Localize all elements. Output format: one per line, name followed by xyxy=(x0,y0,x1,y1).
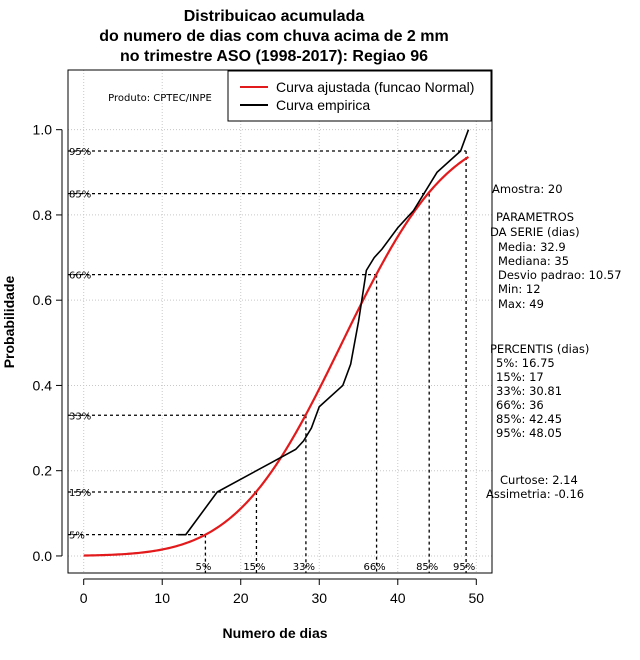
x-tick-label: 0 xyxy=(80,590,88,606)
percentile-y-label: 15% xyxy=(69,488,91,499)
percentis-heading: PERCENTIS (dias) xyxy=(490,342,589,356)
percentile-y-label: 85% xyxy=(69,190,91,201)
chart-title-line-3: no trimestre ASO (1998-2017): Regiao 96 xyxy=(120,48,428,65)
producer-label: Produto: CPTEC/INPE xyxy=(108,93,212,104)
y-tick-label: 0.8 xyxy=(33,207,53,223)
percentile-x-label: 33% xyxy=(293,562,315,573)
percentil-33: 33%: 30.81 xyxy=(496,384,562,398)
percentil-85: 85%: 42.45 xyxy=(496,412,562,426)
legend-label-empirical: Curva empirica xyxy=(276,97,370,113)
gridlines xyxy=(68,70,492,573)
stat-skewness: Assimetria: -0.16 xyxy=(486,487,584,501)
y-tick-label: 0.4 xyxy=(33,377,53,393)
y-tick-label: 0.0 xyxy=(33,548,53,564)
sample-size: Amostra: 20 xyxy=(492,182,563,196)
chart-title-line-2: do numero de dias com chuva acima de 2 m… xyxy=(99,28,448,45)
x-tick-label: 50 xyxy=(469,590,485,606)
percentile-x-label: 15% xyxy=(243,562,265,573)
percentile-y-label: 5% xyxy=(69,531,85,542)
fitted-normal-curve xyxy=(83,155,470,557)
percentile-x-label: 66% xyxy=(363,562,385,573)
stat-sd: Desvio padrao: 10.57 xyxy=(498,268,622,282)
x-tick-label: 10 xyxy=(154,590,170,606)
percentile-x-label: 5% xyxy=(195,562,211,573)
percentile-y-label: 66% xyxy=(69,271,91,282)
params-heading: PARAMETROS xyxy=(496,210,574,224)
y-tick-label: 0.6 xyxy=(33,292,53,308)
chart-title-line-1: Distribuicao acumulada xyxy=(184,8,365,25)
stats-panel: Amostra: 20 PARAMETROS DA SERIE (dias) M… xyxy=(486,182,622,501)
stat-max: Max: 49 xyxy=(498,297,544,311)
stat-kurtosis: Curtose: 2.14 xyxy=(500,473,578,487)
legend-label-fitted: Curva ajustada (funcao Normal) xyxy=(276,79,474,95)
empirical-curve xyxy=(177,129,470,536)
percentile-y-label: 95% xyxy=(69,147,91,158)
percentil-95: 95%: 48.05 xyxy=(496,426,562,440)
legend-box xyxy=(227,70,492,122)
stat-median: Mediana: 35 xyxy=(498,254,569,268)
stat-mean: Media: 32.9 xyxy=(498,240,566,254)
y-tick-label: 0.2 xyxy=(33,463,53,479)
percentil-15: 15%: 17 xyxy=(496,370,544,384)
x-axis-title: Numero de dias xyxy=(222,625,327,641)
legend: Curva ajustada (funcao Normal) Curva emp… xyxy=(227,70,492,122)
series xyxy=(83,129,470,557)
plot-frame xyxy=(67,69,493,574)
x-tick-label: 20 xyxy=(233,590,249,606)
stat-min: Min: 12 xyxy=(498,282,541,296)
y-axis-title: Probabilidade xyxy=(1,276,17,369)
percentil-5: 5%: 16.75 xyxy=(496,356,555,370)
percentil-66: 66%: 36 xyxy=(496,398,544,412)
percentile-x-label: 85% xyxy=(416,562,438,573)
y-tick-label: 1.0 xyxy=(33,122,53,138)
params-subheading: DA SERIE (dias) xyxy=(490,225,580,239)
percentile-y-label: 33% xyxy=(69,411,91,422)
percentile-x-label: 95% xyxy=(453,562,475,573)
percentile-lines: 5% 5% 15% 15% 33% 33% 66% 66% 85% 85% 95% 95% xyxy=(68,147,475,573)
x-tick-label: 40 xyxy=(390,590,406,606)
x-tick-label: 30 xyxy=(311,590,327,606)
axes: 0 10 20 30 40 50 0.0 0.2 0.4 0.6 0.8 1.0 xyxy=(33,122,485,606)
